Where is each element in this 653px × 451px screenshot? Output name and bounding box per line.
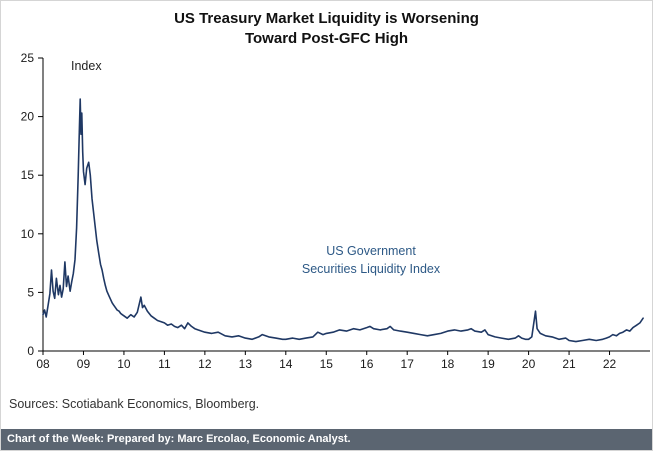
x-tick-label: 13	[239, 357, 253, 371]
x-tick-label: 10	[117, 357, 131, 371]
x-tick-label: 21	[562, 357, 576, 371]
x-tick-label: 11	[158, 357, 171, 371]
footer-bar: Chart of the Week: Prepared by: Marc Erc…	[1, 429, 652, 450]
x-tick-label: 22	[603, 357, 617, 371]
sources-note: Sources: Scotiabank Economics, Bloomberg…	[9, 397, 260, 411]
chart-title: US Treasury Market Liquidity is Worsenin…	[1, 9, 652, 49]
x-tick-label: 17	[401, 357, 415, 371]
x-tick-label: 15	[320, 357, 334, 371]
x-tick-label: 19	[481, 357, 495, 371]
y-tick-label: 5	[27, 285, 34, 299]
footer-text: Chart of the Week: Prepared by: Marc Erc…	[7, 433, 351, 445]
chart-title-line1: US Treasury Market Liquidity is Worsenin…	[174, 10, 479, 27]
chart-title-line2: Toward Post-GFC High	[244, 30, 409, 47]
y-tick-label: 20	[21, 110, 35, 124]
y-tick-label: 0	[27, 344, 34, 358]
y-tick-label: 25	[21, 51, 35, 65]
x-tick-label: 14	[279, 357, 293, 371]
y-axis-title: Index	[71, 59, 102, 73]
x-tick-label: 18	[441, 357, 455, 371]
y-tick-label: 15	[21, 168, 35, 182]
x-tick-label: 12	[198, 357, 212, 371]
x-tick-label: 09	[77, 357, 91, 371]
x-tick-label: 16	[360, 357, 374, 371]
series-annotation-line1: US Government	[326, 244, 416, 258]
liquidity-index-series	[42, 98, 644, 343]
x-tick-label: 08	[36, 357, 50, 371]
y-tick-label: 10	[21, 227, 35, 241]
axis-lines	[42, 58, 650, 352]
x-tick-label: 20	[522, 357, 536, 371]
series-annotation: US Government Securities Liquidity Index	[251, 242, 491, 278]
liquidity-line-chart: 0 5 10 15 20 25 08 09 10 11 12 13 14 15 16 17 18 19 20 21 22	[21, 51, 650, 371]
series-annotation-line2: Securities Liquidity Index	[301, 262, 441, 276]
